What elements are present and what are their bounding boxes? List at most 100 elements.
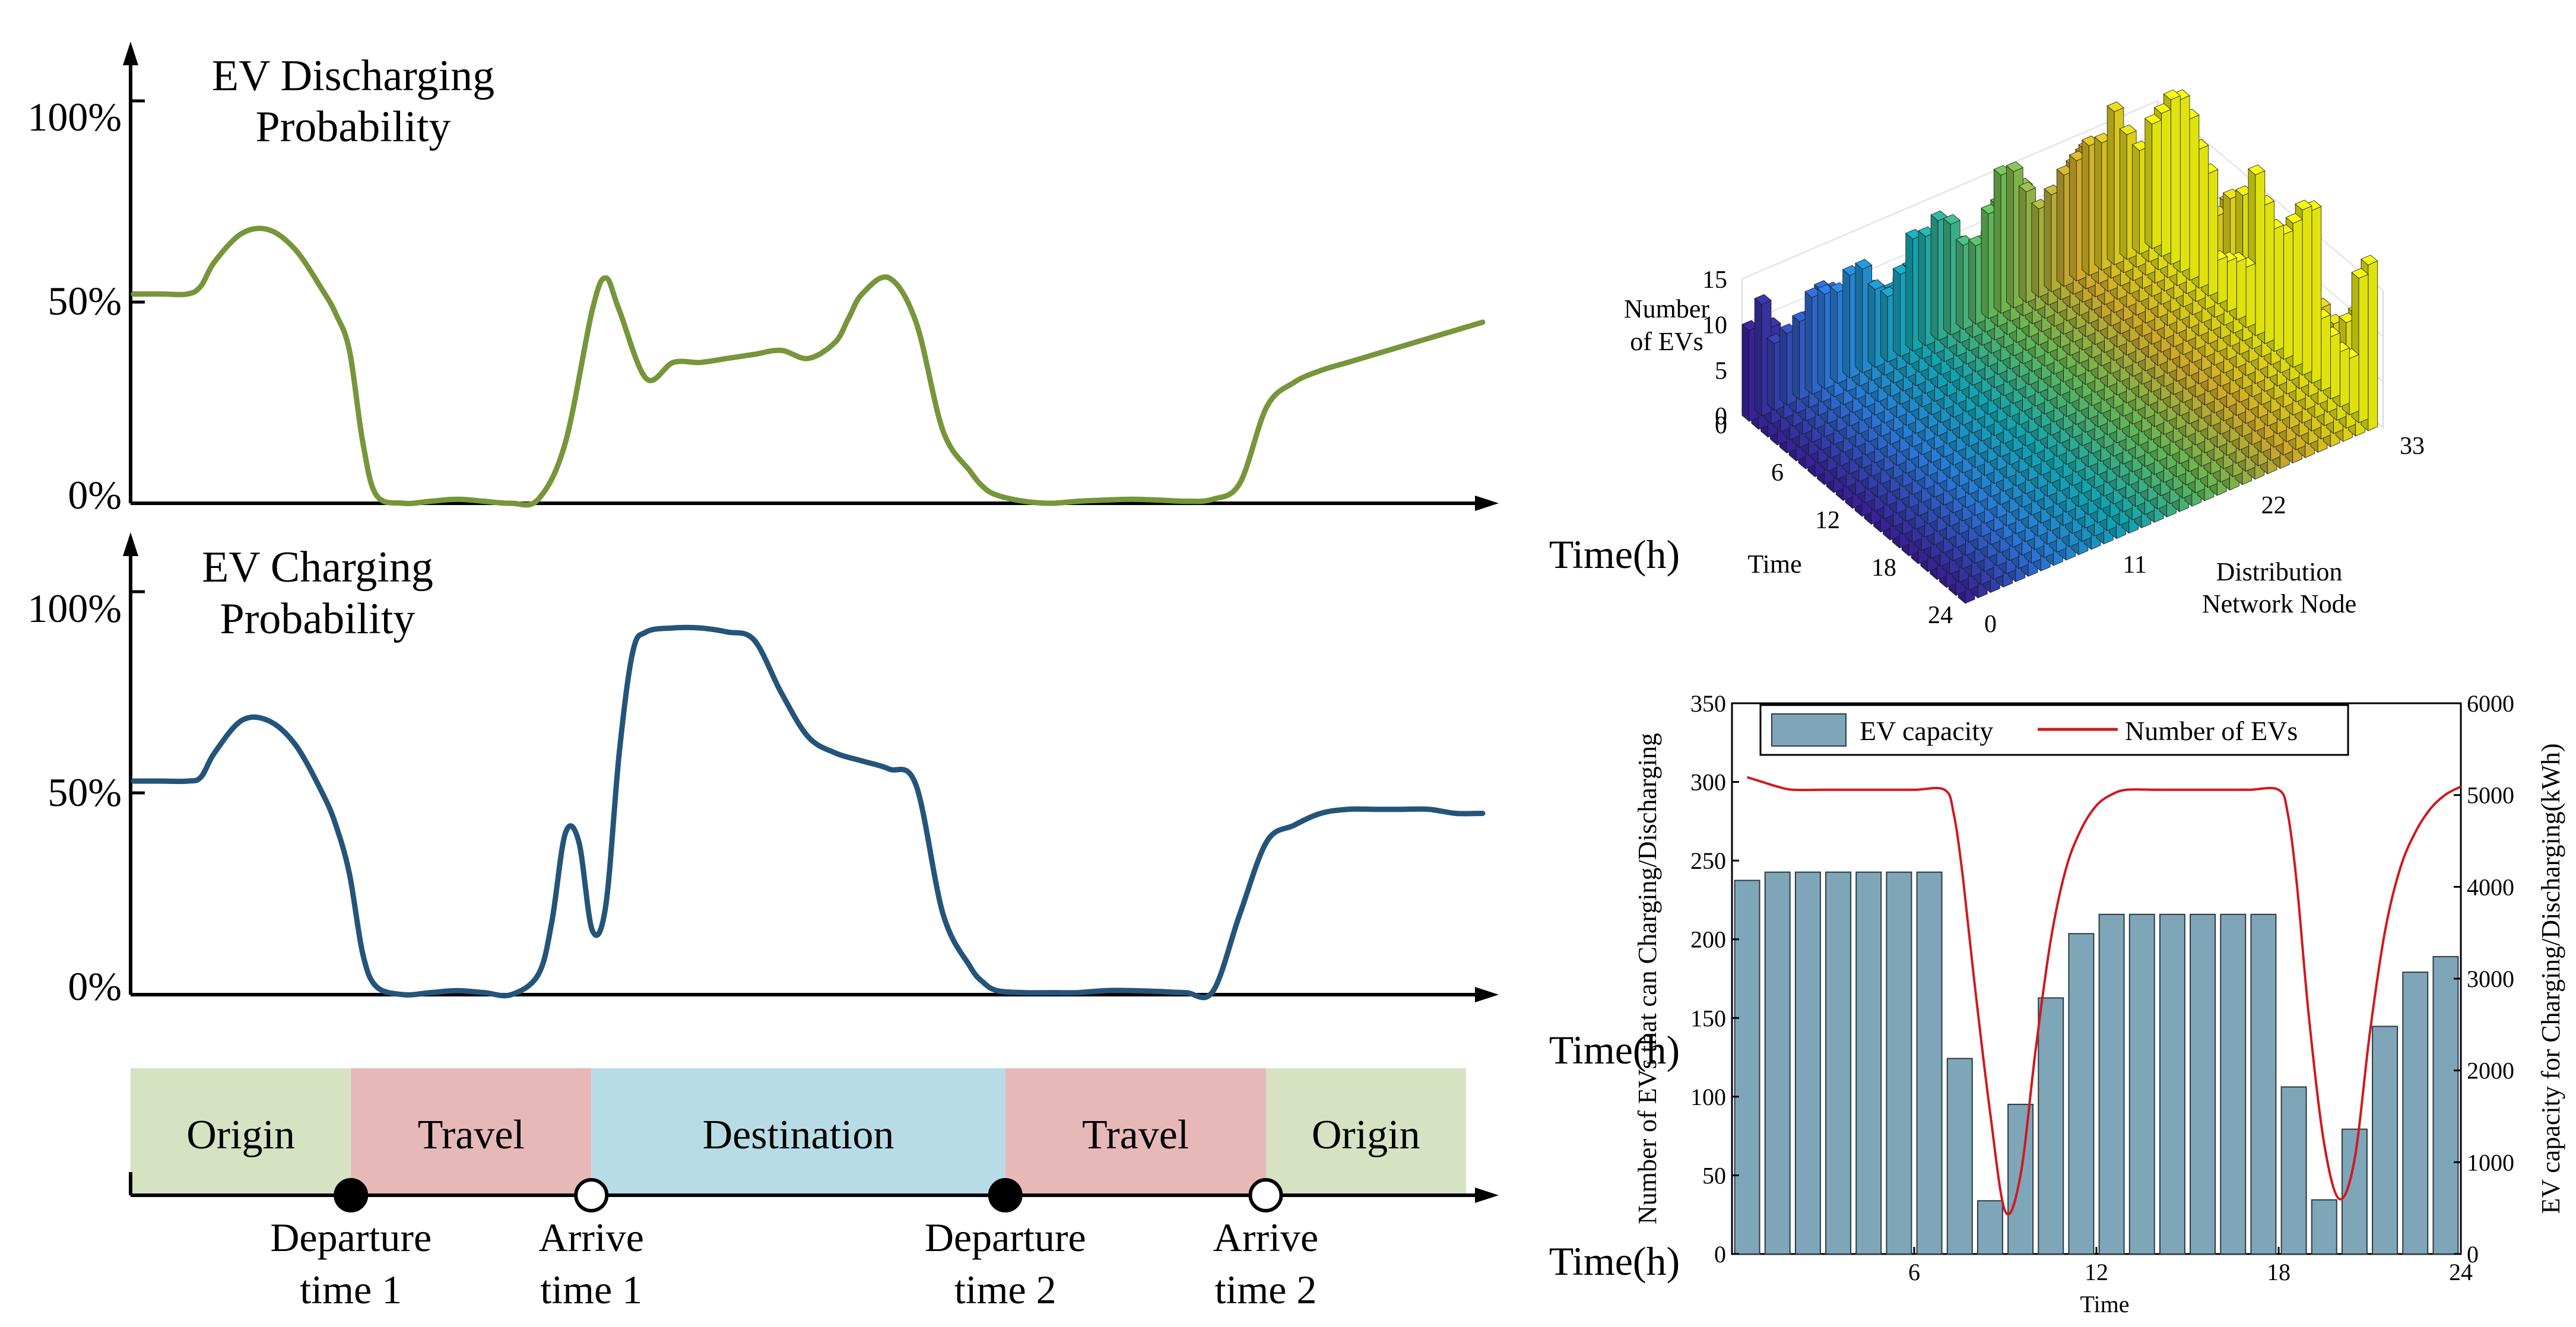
bar-3d-side bbox=[2044, 188, 2052, 293]
x-tick-label: 18 bbox=[2267, 1259, 2291, 1285]
departure-marker bbox=[334, 1178, 369, 1212]
bar-3d-side bbox=[2245, 263, 2256, 329]
x-tick-label: 12 bbox=[2085, 1259, 2108, 1285]
bar-3d-top bbox=[1943, 214, 1960, 225]
z-tick-label: 15 bbox=[1702, 266, 1727, 294]
capacity-bar bbox=[2159, 913, 2185, 1255]
bar-3d-side bbox=[1880, 290, 1888, 363]
bars-3d bbox=[1741, 89, 2378, 604]
y2-axis-label: EV capacity for Charging/Discharging(kWh… bbox=[2536, 743, 2565, 1214]
y2-tick-label: 5000 bbox=[2467, 782, 2514, 809]
bar-3d-side bbox=[1817, 288, 1825, 390]
node-tick-label: 33 bbox=[2400, 433, 2425, 460]
y2-tick-label: 4000 bbox=[2467, 874, 2514, 900]
bar-3d-side bbox=[1918, 230, 1926, 347]
y-axis-arrow-icon bbox=[123, 532, 138, 556]
x-axis-label: Time bbox=[2080, 1291, 2129, 1318]
y-axis-label: Number of EVs that can Charging/Discharg… bbox=[1633, 733, 1662, 1224]
bar-3d-side bbox=[2339, 347, 2350, 408]
bar-3d-side bbox=[2368, 261, 2378, 431]
bar-3d-side bbox=[2069, 154, 2077, 282]
bar-3d-side bbox=[2161, 109, 2171, 258]
x-axis-label: Time(h) bbox=[1549, 532, 1680, 577]
x-axis-arrow-icon bbox=[1475, 496, 1499, 511]
bar-3d-top bbox=[2361, 255, 2378, 266]
capacity-bar bbox=[1764, 871, 1791, 1255]
bar-3d-side bbox=[1830, 286, 1838, 385]
capacity-bar bbox=[2311, 1199, 2337, 1255]
bar-3d-side bbox=[2019, 185, 2026, 303]
bar-3d-side bbox=[2082, 139, 2090, 277]
bar-3d-side bbox=[1893, 268, 1901, 357]
event-label-line: Arrive bbox=[1213, 1215, 1318, 1260]
bar-3d-side bbox=[2236, 258, 2247, 320]
bar-3d-top bbox=[1855, 259, 1873, 270]
bar-3d-top bbox=[1754, 294, 1772, 305]
capacity-bar bbox=[1734, 880, 1760, 1255]
x-axis-label: Time(h) bbox=[1549, 1239, 1680, 1284]
bar-3d-side bbox=[1842, 269, 1850, 379]
y-tick-label: 350 bbox=[1690, 690, 1726, 717]
chart-title-line: EV Discharging bbox=[212, 52, 494, 100]
bar-3d-top bbox=[2153, 103, 2172, 114]
capacity-bar bbox=[2068, 933, 2095, 1255]
timeline-segment-label: Origin bbox=[186, 1112, 295, 1158]
timeline-segments: Origin Travel Destination Travel Origin bbox=[131, 1068, 1466, 1195]
legend-label: EV capacity bbox=[1860, 716, 1993, 746]
bar-3d-top bbox=[2285, 213, 2303, 224]
bar-3d-side bbox=[2208, 169, 2218, 297]
event-label-line: Departure bbox=[270, 1215, 432, 1260]
bar-3d-side bbox=[1956, 239, 1963, 331]
bar-3d-side bbox=[2358, 274, 2369, 424]
bar-3d-side bbox=[1943, 218, 1951, 336]
bar-3d-top bbox=[2163, 89, 2181, 100]
timeline-segment-label: Origin bbox=[1312, 1112, 1420, 1158]
timeline-segment bbox=[1005, 1068, 1266, 1195]
bar-3d-side bbox=[2031, 202, 2039, 298]
bar-3d-side bbox=[2321, 314, 2331, 392]
bar-3d-side bbox=[1993, 169, 2001, 315]
bar-3d-side bbox=[1968, 239, 1977, 325]
charging-probability-line bbox=[131, 624, 1486, 1001]
bar-3d-side bbox=[1754, 298, 1762, 417]
capacity-bar bbox=[2402, 972, 2429, 1255]
timeline-segment bbox=[131, 1068, 351, 1195]
discharging-probability-line bbox=[131, 226, 1486, 508]
bar-3d-side bbox=[2311, 206, 2322, 384]
y-tick-label: 300 bbox=[1690, 769, 1726, 796]
time-tick-label: 24 bbox=[1928, 602, 1953, 629]
bar-3d-side bbox=[2292, 218, 2303, 368]
bar-3d-side bbox=[1779, 327, 1787, 406]
y-tick-label: 0% bbox=[68, 472, 122, 518]
bar-3d-top bbox=[2248, 164, 2266, 176]
y2-tick-label: 0 bbox=[2467, 1241, 2479, 1268]
bar-3d-side bbox=[2226, 257, 2237, 313]
bar-3d-side bbox=[2189, 115, 2200, 281]
capacity-bar bbox=[1825, 871, 1852, 1255]
arrival-marker bbox=[1248, 1178, 1283, 1212]
bar-3d-side bbox=[1741, 323, 1750, 422]
node-tick-label: 0 bbox=[1984, 611, 1997, 638]
y-tick-label: 150 bbox=[1690, 1005, 1726, 1031]
y2-tick-label: 2000 bbox=[2467, 1058, 2514, 1084]
z-tick-label: 10 bbox=[1702, 312, 1727, 339]
bar-3d-side bbox=[2199, 145, 2209, 289]
bar-3d-side bbox=[2217, 256, 2228, 305]
timeline-segment-label: Destination bbox=[703, 1112, 894, 1158]
timeline-segment-label: Travel bbox=[1082, 1112, 1189, 1158]
time-tick-label: 0 bbox=[1715, 412, 1727, 439]
bar-3d-side bbox=[2274, 224, 2284, 353]
z-tick-label: 0 bbox=[1715, 403, 1727, 430]
y-tick-label: 250 bbox=[1690, 847, 1726, 874]
bar-3d-top bbox=[2006, 161, 2023, 172]
event-label-line: time 2 bbox=[1215, 1267, 1317, 1312]
bar-3d-side bbox=[1930, 214, 1939, 341]
node-axis-label-line: Distribution bbox=[2216, 557, 2343, 586]
bar-3d-side bbox=[2349, 354, 2359, 415]
bar-3d-side bbox=[2144, 118, 2153, 249]
capacity-bar bbox=[1946, 1058, 1973, 1255]
time-tick-label: 12 bbox=[1815, 507, 1840, 534]
capacity-bar bbox=[2038, 997, 2064, 1255]
